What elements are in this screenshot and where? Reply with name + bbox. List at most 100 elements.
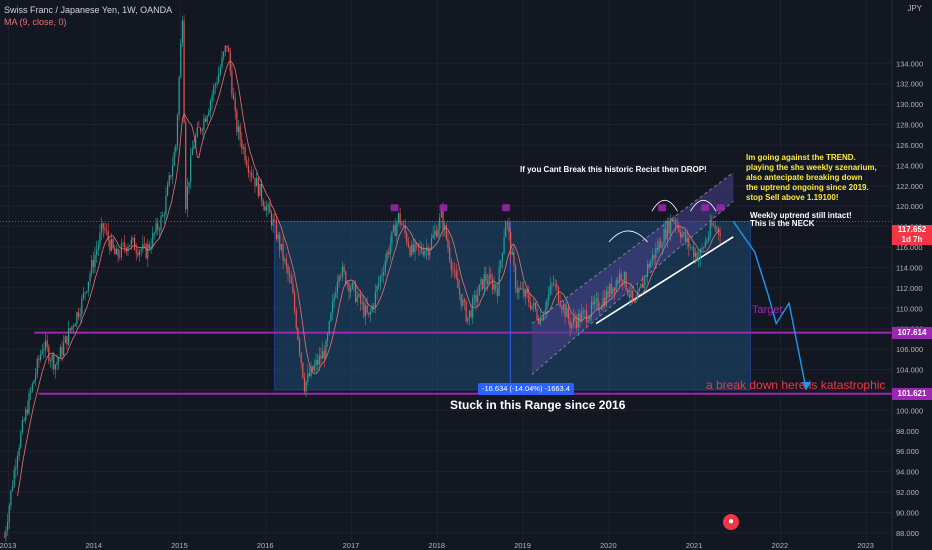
annotation-neck-1: Weekly uptrend still intact! — [750, 211, 852, 220]
candle-body — [348, 282, 350, 292]
candle-body — [148, 244, 151, 249]
candle-body — [632, 290, 634, 300]
y-tick-label: 134.000 — [896, 59, 923, 68]
candle-body — [53, 354, 55, 370]
candle-body — [105, 230, 108, 232]
head-marker-icon — [502, 204, 511, 212]
candle-body — [336, 281, 339, 293]
candle-body — [129, 245, 131, 247]
candle-body — [168, 175, 170, 185]
indicator-legend[interactable]: MA (9, close, 0) — [4, 17, 67, 27]
candle-body — [420, 246, 423, 252]
candle-body — [171, 165, 174, 177]
y-tick-label: 116.000 — [896, 243, 923, 252]
candle-body — [656, 248, 659, 251]
candle-body — [623, 272, 626, 283]
candle-body — [242, 147, 245, 149]
candle-body — [706, 240, 708, 242]
candle-body — [322, 350, 324, 359]
measure-label[interactable]: -16.634 (-14.04%) -1663.4 — [478, 383, 574, 395]
candle-body — [30, 390, 32, 394]
candle-body — [216, 82, 218, 85]
candle-body — [486, 281, 489, 284]
candle-body — [620, 273, 622, 280]
candle-body — [544, 309, 546, 315]
candle-body — [660, 241, 662, 248]
candle-body — [430, 238, 433, 249]
candle-body — [546, 299, 548, 310]
candle-body — [101, 223, 103, 233]
y-tick-label: 112.000 — [896, 284, 923, 293]
candle-body — [343, 266, 345, 272]
head-marker-icon — [390, 204, 399, 212]
candle-body — [679, 232, 682, 238]
candle-body — [388, 252, 390, 255]
candle-body — [605, 291, 607, 306]
candle-body — [488, 274, 490, 284]
candle-body — [392, 225, 395, 232]
candle-body — [615, 280, 617, 291]
candle-body — [389, 244, 391, 255]
candle-body — [135, 249, 137, 253]
candle-body — [25, 409, 27, 421]
projection-path — [732, 221, 807, 391]
candle-body — [465, 301, 467, 322]
candle-body — [646, 264, 649, 277]
candle-body — [585, 310, 588, 322]
candle-body — [204, 118, 207, 122]
candle-body — [257, 178, 259, 197]
candle-body — [18, 447, 20, 456]
candle-body — [206, 115, 208, 122]
candle-body — [363, 302, 365, 317]
candle-body — [579, 313, 581, 323]
candle-body — [361, 302, 363, 304]
candle-body — [26, 409, 28, 414]
candle-body — [239, 126, 241, 140]
candle-body — [368, 312, 370, 315]
candle-body — [209, 101, 212, 112]
candle-body — [447, 239, 449, 248]
candle-body — [409, 246, 411, 256]
candle-body — [668, 221, 670, 234]
candle-body — [130, 239, 132, 246]
candle-body — [219, 67, 221, 75]
candle-body — [472, 298, 474, 318]
candle-body — [326, 333, 329, 342]
y-tick-label: 98.000 — [896, 427, 919, 436]
candle-body — [158, 230, 160, 231]
candle-body — [482, 279, 484, 289]
candle-body — [714, 225, 716, 229]
candle-body — [178, 77, 180, 115]
candle-body — [401, 223, 403, 225]
candle-body — [635, 299, 637, 303]
candle-body — [653, 254, 655, 259]
candle-body — [414, 243, 416, 253]
candle-body — [218, 74, 220, 83]
x-tick-label: 2016 — [257, 541, 274, 550]
candle-body — [137, 252, 139, 256]
candle-body — [655, 248, 657, 259]
candle-body — [66, 336, 68, 345]
annotation-target: Target — [752, 304, 783, 316]
y-tick-label: 104.000 — [896, 366, 923, 375]
candle-body — [234, 99, 236, 111]
candle-body — [609, 283, 611, 298]
candle-body — [345, 271, 347, 285]
candle-body — [404, 224, 406, 234]
candle-body — [320, 355, 322, 359]
candle-body — [510, 231, 512, 255]
candle-body — [279, 234, 281, 250]
candle-body — [303, 377, 306, 392]
candle-body — [308, 373, 311, 376]
candle-body — [20, 432, 22, 448]
candle-body — [340, 276, 342, 277]
candle-body — [287, 265, 289, 274]
candle-body — [56, 361, 58, 365]
y-tick-label: 122.000 — [896, 182, 923, 191]
candle-body — [449, 247, 451, 260]
candle-body — [674, 219, 677, 225]
candle-body — [160, 216, 162, 231]
neck-trendline — [595, 236, 734, 325]
candle-body — [237, 126, 240, 133]
